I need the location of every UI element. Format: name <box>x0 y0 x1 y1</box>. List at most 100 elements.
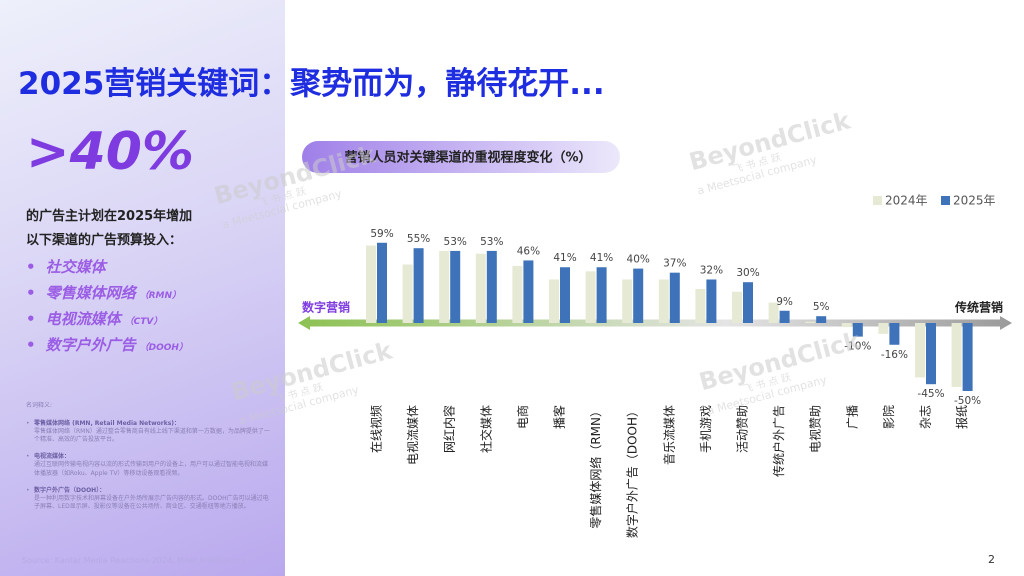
x-tick-label: 手机游戏 <box>699 405 713 453</box>
bar <box>560 267 570 323</box>
glossary: 名词释义: • 零售媒体网络 (RMN, Retail Media Networks… <box>26 402 271 520</box>
bar <box>549 279 559 323</box>
glossary-item: • 零售媒体网络 (RMN, Retail Media Networks)： 零售媒… <box>26 420 271 444</box>
x-tick-label: 零售媒体网络（RMN） <box>588 405 603 529</box>
legend-swatch <box>873 196 882 205</box>
x-tick-label: 在线视频 <box>369 405 384 453</box>
bar <box>768 302 779 323</box>
x-tick-label: 电视赞助 <box>808 405 823 453</box>
bar <box>695 289 706 323</box>
x-tick-label: 网红内容 <box>442 405 457 453</box>
x-tick-label: 音乐流媒体 <box>661 405 676 465</box>
bar <box>852 323 863 337</box>
glossary-text: 是一种利用数字技术和屏幕设备在户外场所展示广告内容的形式。DOOH广告可以通过电… <box>34 494 269 510</box>
bullet: • <box>26 258 36 276</box>
x-tick-label: 影院 <box>882 405 896 429</box>
value-label: 53% <box>444 236 467 248</box>
value-label: -16% <box>881 349 908 361</box>
bar <box>743 282 753 323</box>
bar <box>706 279 717 323</box>
channel-item: • 电视流媒体 （CTV） <box>26 308 162 329</box>
glossary-text: 零售媒体网络（RMN）通过整合零售商自有线上线下渠道和第一方数据，为品牌提供了一… <box>34 428 270 444</box>
legend-label: 2024年 <box>885 194 928 208</box>
intro-line: 以下渠道的广告预算投入： <box>26 233 183 248</box>
bar <box>475 253 486 323</box>
intro-line: 的广告主计划在2025年增加 <box>26 209 193 224</box>
bar <box>622 279 633 323</box>
title-pill <box>302 141 620 173</box>
channel-abbr: （RMN） <box>139 291 182 301</box>
value-label: -50% <box>954 395 981 407</box>
x-tick-label: 报纸 <box>954 405 969 429</box>
value-label: 55% <box>407 233 430 245</box>
bar <box>816 316 827 323</box>
bar <box>366 245 376 323</box>
bar <box>450 250 461 323</box>
glossary-term: 零售媒体网络 (RMN, Retail Media Networks)： <box>34 420 181 428</box>
x-tick-label: 广播 <box>845 405 859 429</box>
value-label: 53% <box>480 236 503 248</box>
x-tick-label: 杂志 <box>919 405 933 429</box>
glossary-text: 通过互联网传输电视内容以流的形式传输到用户的设备上，用户可以通过智能电视和流媒体… <box>34 461 269 477</box>
bullet: • <box>26 284 36 302</box>
value-label: 32% <box>700 264 723 276</box>
x-tick-label: 电视流媒体 <box>405 405 420 465</box>
arrow-left-label: 数字营销 <box>302 300 350 315</box>
x-tick-label: 电商 <box>515 405 530 429</box>
channel-abbr: （DOOH） <box>139 343 188 353</box>
value-label: 5% <box>813 301 830 313</box>
bar <box>413 248 424 323</box>
value-label: 37% <box>663 258 686 270</box>
bar <box>841 323 852 328</box>
channel-name: 社交媒体 <box>45 258 106 276</box>
bar <box>585 271 596 323</box>
bar <box>439 250 450 323</box>
channel-item: • 零售媒体网络 （RMN） <box>26 282 181 303</box>
bar <box>377 242 387 323</box>
arrow-right-label: 传统营销 <box>954 300 1003 315</box>
bar <box>779 310 790 323</box>
bar <box>658 279 669 323</box>
bar <box>915 323 925 378</box>
chart-title: 营销人员对关键渠道的重视程度变化（%） <box>344 150 591 166</box>
glossary-term: 数字户外广告（DOOH）： <box>34 486 106 494</box>
value-label: 41% <box>590 252 613 264</box>
legend-swatch <box>941 196 950 205</box>
bar <box>633 268 644 323</box>
value-label: 41% <box>553 252 576 264</box>
channel-item: • 数字户外广告 （DOOH） <box>26 334 188 355</box>
glossary-item: • 电视流媒体： 通过互联网传输电视内容以流的形式传输到用户的设备上，用户可以通过智… <box>26 453 271 477</box>
bar <box>878 323 889 334</box>
value-label: -10% <box>844 341 871 353</box>
bar <box>669 272 680 323</box>
bar <box>805 321 816 323</box>
x-tick-label: 活动赞助 <box>736 405 750 453</box>
x-tick-label: 传统户外广告 <box>771 405 786 477</box>
bullet: • <box>26 453 30 461</box>
glossary-heading: 名词释义: <box>26 402 53 409</box>
x-tick-label: 数字户外广告（DOOH） <box>625 405 640 538</box>
channel-name: 零售媒体网络 <box>45 284 136 302</box>
channel-item: • 社交媒体 <box>26 256 106 277</box>
bullet: • <box>26 420 30 428</box>
glossary-term: 电视流媒体： <box>34 453 71 461</box>
value-label: -45% <box>917 388 944 400</box>
page-number: 2 <box>988 553 995 566</box>
x-tick-label: 社交媒体 <box>478 405 493 453</box>
value-label: 9% <box>776 296 793 308</box>
value-label: 46% <box>517 245 540 257</box>
bar <box>596 267 607 323</box>
bar <box>962 323 973 391</box>
bar <box>889 323 900 345</box>
value-label: 30% <box>736 267 759 279</box>
value-label: 40% <box>627 254 650 266</box>
bullet: • <box>26 310 36 328</box>
bar <box>486 250 497 323</box>
bar <box>732 291 742 323</box>
bar <box>402 264 413 323</box>
source: Source: Kantar Media Reactions 2024, Mee… <box>22 556 247 565</box>
bar <box>523 260 534 323</box>
channel-name: 电视流媒体 <box>45 310 121 328</box>
